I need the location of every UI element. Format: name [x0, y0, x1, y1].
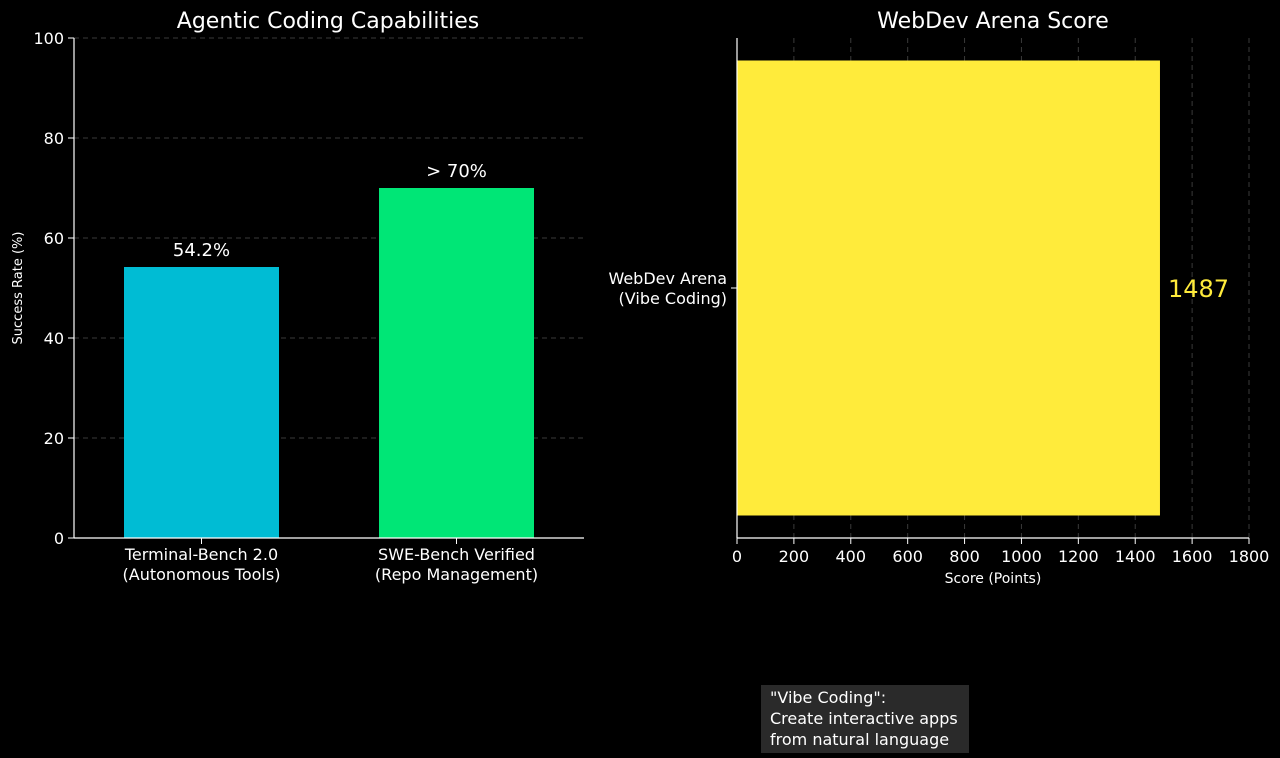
x-tick-label: 1400	[1115, 547, 1156, 566]
vibe-coding-annotation: "Vibe Coding": Create interactive apps f…	[761, 685, 969, 753]
data-label: > 70%	[426, 161, 487, 182]
bar	[737, 60, 1160, 516]
x-tick-label: 200	[779, 547, 810, 566]
annotation-line: Create interactive apps	[770, 709, 958, 728]
annotation-line: "Vibe Coding":	[770, 688, 887, 707]
y-tick-label: 60	[44, 229, 64, 248]
x-tick-label: 1200	[1058, 547, 1099, 566]
x-tick-labels: Terminal-Bench 2.0(Autonomous Tools) SWE-…	[123, 545, 539, 584]
y-axis-label: Success Rate (%)	[11, 232, 26, 345]
bars	[124, 188, 534, 538]
x-tick-label: 400	[836, 547, 867, 566]
bar	[124, 267, 279, 538]
x-tick-label: 800	[949, 547, 980, 566]
x-tick-label: 1800	[1229, 547, 1270, 566]
y-tick-labels: WebDev Arena(Vibe Coding)	[608, 269, 727, 308]
bars	[737, 60, 1160, 516]
data-labels: 1487	[1168, 275, 1229, 303]
x-tick-labels: 0 200 400 600 800 1000 1200 1400 1600 1800	[732, 547, 1269, 566]
success-rate-chart: Agentic Coding Capabilities 0 20 40 60 80 100…	[11, 9, 584, 584]
data-label: 1487	[1168, 275, 1229, 303]
y-tick-label: WebDev Arena	[608, 269, 727, 288]
bar	[379, 188, 534, 538]
x-tick-label: Terminal-Bench 2.0	[124, 545, 278, 564]
axes	[731, 38, 1250, 544]
y-tick-label: 20	[44, 429, 64, 448]
x-tick-label: 600	[892, 547, 923, 566]
y-tick-label: 40	[44, 329, 64, 348]
y-tick-label: 100	[33, 29, 64, 48]
data-label: 54.2%	[173, 240, 230, 261]
chart-title: Agentic Coding Capabilities	[177, 9, 479, 34]
x-tick-label: 1000	[1001, 547, 1042, 566]
data-labels: 54.2% > 70%	[173, 161, 487, 261]
chart-title: WebDev Arena Score	[877, 9, 1109, 34]
y-tick-labels: 0 20 40 60 80 100	[33, 29, 64, 548]
x-tick-label: 0	[732, 547, 742, 566]
axes	[68, 37, 584, 544]
x-tick-label: (Repo Management)	[375, 565, 538, 584]
x-tick-label: SWE-Bench Verified	[378, 545, 535, 564]
y-tick-label: 80	[44, 129, 64, 148]
y-tick-label: 0	[54, 529, 64, 548]
webdev-score-chart: WebDev Arena Score 0 200 400 600 800 1000 1200…	[608, 9, 1269, 587]
y-tick-label: (Vibe Coding)	[619, 289, 727, 308]
x-axis-label: Score (Points)	[945, 571, 1042, 587]
x-tick-label: (Autonomous Tools)	[123, 565, 281, 584]
annotation-line: from natural language	[770, 730, 950, 749]
x-tick-label: 1600	[1172, 547, 1213, 566]
